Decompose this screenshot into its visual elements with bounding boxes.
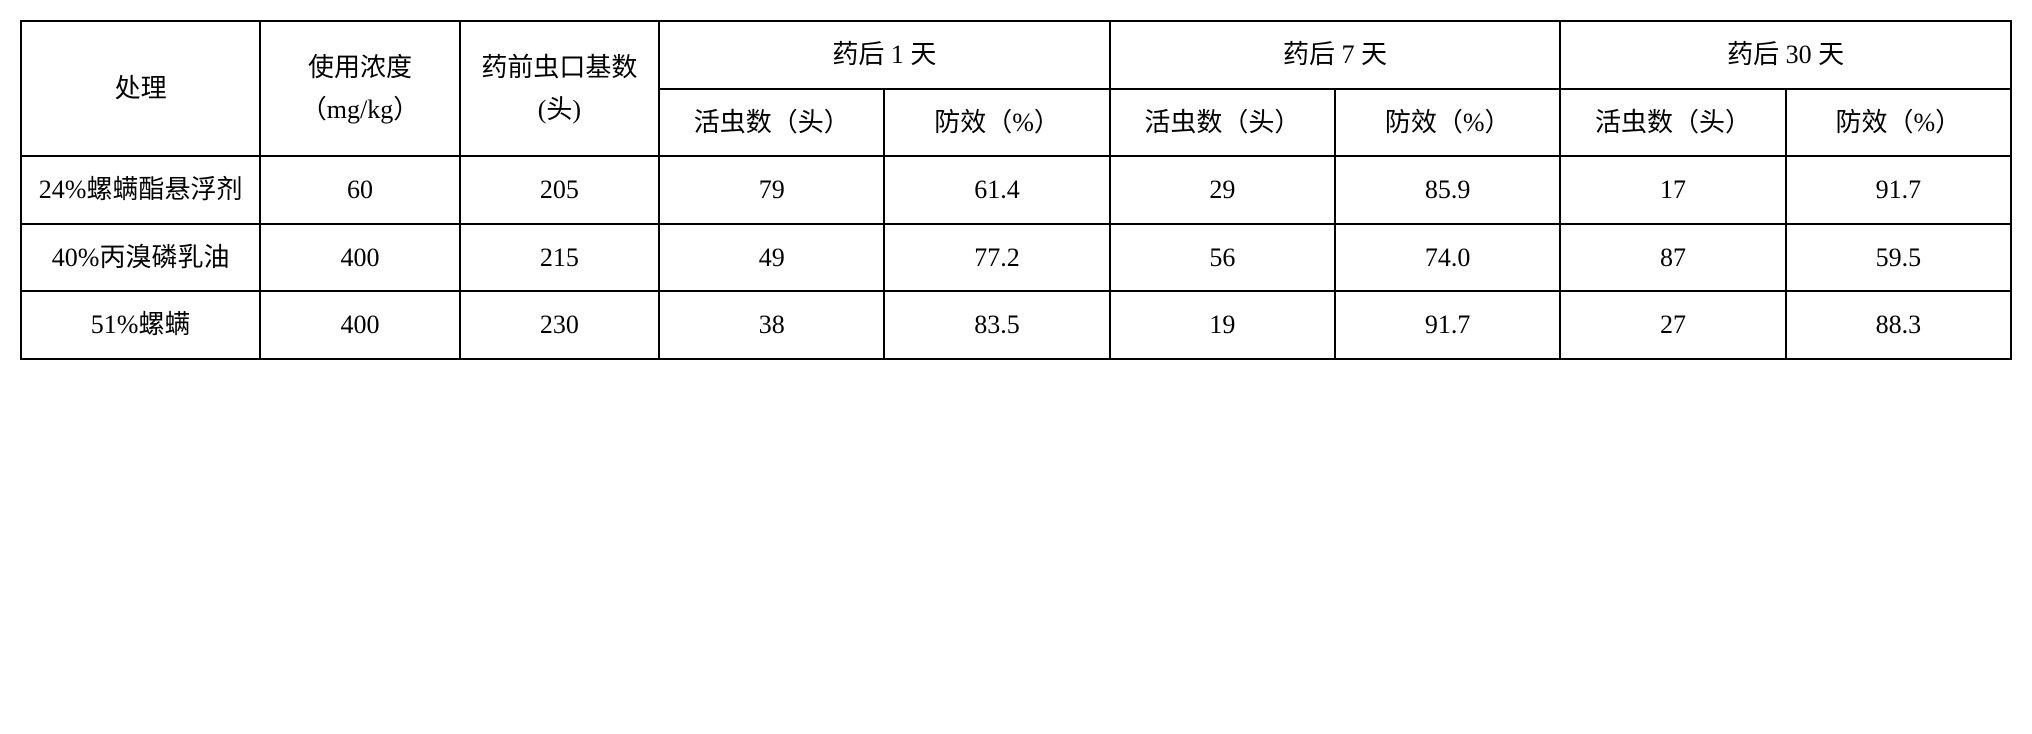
cell-treatment: 24%螺螨酯悬浮剂 <box>21 156 260 224</box>
header-day1-eff: 防效（%） <box>884 89 1109 157</box>
cell-day30-eff: 88.3 <box>1786 291 2011 359</box>
cell-day30-eff: 91.7 <box>1786 156 2011 224</box>
cell-day1-live: 79 <box>659 156 884 224</box>
cell-day1-eff: 61.4 <box>884 156 1109 224</box>
cell-baseline: 205 <box>460 156 659 224</box>
cell-day1-live: 38 <box>659 291 884 359</box>
cell-day7-eff: 91.7 <box>1335 291 1560 359</box>
header-treatment: 处理 <box>21 21 260 156</box>
header-day30-eff: 防效（%） <box>1786 89 2011 157</box>
cell-baseline: 230 <box>460 291 659 359</box>
cell-day7-eff: 74.0 <box>1335 224 1560 292</box>
header-day1: 药后 1 天 <box>659 21 1110 89</box>
cell-day7-live: 19 <box>1110 291 1335 359</box>
cell-day7-eff: 85.9 <box>1335 156 1560 224</box>
header-concentration: 使用浓度（mg/kg） <box>260 21 459 156</box>
cell-day30-eff: 59.5 <box>1786 224 2011 292</box>
cell-day7-live: 56 <box>1110 224 1335 292</box>
table-row: 24%螺螨酯悬浮剂 60 205 79 61.4 29 85.9 17 91.7 <box>21 156 2011 224</box>
cell-concentration: 60 <box>260 156 459 224</box>
header-day30-live: 活虫数（头） <box>1560 89 1785 157</box>
cell-day1-eff: 83.5 <box>884 291 1109 359</box>
cell-treatment: 51%螺螨 <box>21 291 260 359</box>
table-row: 51%螺螨 400 230 38 83.5 19 91.7 27 88.3 <box>21 291 2011 359</box>
header-day7-live: 活虫数（头） <box>1110 89 1335 157</box>
cell-day1-eff: 77.2 <box>884 224 1109 292</box>
header-row-1: 处理 使用浓度（mg/kg） 药前虫口基数(头) 药后 1 天 药后 7 天 药… <box>21 21 2011 89</box>
table-row: 40%丙溴磷乳油 400 215 49 77.2 56 74.0 87 59.5 <box>21 224 2011 292</box>
efficacy-table: 处理 使用浓度（mg/kg） 药前虫口基数(头) 药后 1 天 药后 7 天 药… <box>20 20 2012 360</box>
cell-day30-live: 27 <box>1560 291 1785 359</box>
header-day7: 药后 7 天 <box>1110 21 1561 89</box>
cell-day30-live: 17 <box>1560 156 1785 224</box>
cell-treatment: 40%丙溴磷乳油 <box>21 224 260 292</box>
cell-day1-live: 49 <box>659 224 884 292</box>
table-body: 24%螺螨酯悬浮剂 60 205 79 61.4 29 85.9 17 91.7… <box>21 156 2011 359</box>
header-day30: 药后 30 天 <box>1560 21 2011 89</box>
header-day1-live: 活虫数（头） <box>659 89 884 157</box>
cell-day30-live: 87 <box>1560 224 1785 292</box>
header-baseline: 药前虫口基数(头) <box>460 21 659 156</box>
cell-day7-live: 29 <box>1110 156 1335 224</box>
table-header: 处理 使用浓度（mg/kg） 药前虫口基数(头) 药后 1 天 药后 7 天 药… <box>21 21 2011 156</box>
cell-concentration: 400 <box>260 291 459 359</box>
cell-baseline: 215 <box>460 224 659 292</box>
header-day7-eff: 防效（%） <box>1335 89 1560 157</box>
cell-concentration: 400 <box>260 224 459 292</box>
